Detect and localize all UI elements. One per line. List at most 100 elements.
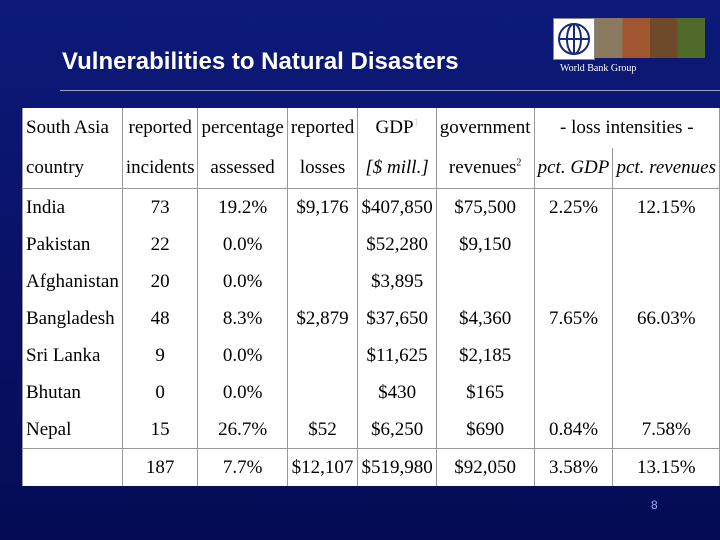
table-cell: 66.03% [612,300,720,337]
footnote-mark: 2 [516,157,522,169]
table-cell: $37,650 [357,300,437,337]
table-cell: $2,879 [286,300,359,337]
globe-icon [558,23,590,55]
header-cell: pct. GDP [533,148,614,189]
table-cell: 7.58% [612,411,720,449]
total-cell: 13.15% [612,448,720,486]
slide-title: Vulnerabilities to Natural Disasters [62,48,459,75]
table-cell: 0.84% [533,411,614,449]
header-text: revenues [448,157,517,178]
header-cell: losses [286,148,359,189]
table-cell: Bhutan [22,374,123,411]
total-cell: $12,107 [286,448,359,486]
data-row: Bangladesh 48 8.3% $2,879 $37,650 $4,360 7.65%… [22,300,720,337]
header-text: [$ mill.] [365,157,429,178]
table-cell [533,226,614,263]
table-cell: 8.3% [197,300,288,337]
table-cell: 9 [121,337,199,374]
table-cell: $75,500 [435,188,535,226]
total-cell: 187 [121,448,199,486]
table-cell: 73 [121,188,199,226]
table-cell: India [22,188,123,226]
table-cell [612,337,720,374]
page-number: 8 [651,498,658,512]
data-row: Sri Lanka 9 0.0% $11,625 $2,185 [22,337,720,374]
header-text: government [439,117,531,138]
table-cell: $52,280 [357,226,437,263]
table-cell [612,374,720,411]
table-cell: $3,895 [357,263,437,300]
table-cell [286,337,359,374]
total-cell: $92,050 [435,448,535,486]
table-cell [286,226,359,263]
header-cell: assessed [197,148,288,189]
table-cell [286,263,359,300]
data-row: Nepal 15 26.7% $52 $6,250 $690 0.84% 7.58% [22,411,720,449]
table-cell [612,263,720,300]
table-cell [612,226,720,263]
logo [553,18,595,60]
header-cell: government [435,108,535,148]
header-text: GDP [375,117,414,138]
table-cell: Sri Lanka [22,337,123,374]
header-text: pct. revenues [616,157,716,178]
table-cell: 48 [121,300,199,337]
table-cell: $6,250 [357,411,437,449]
table-cell [533,337,614,374]
header-text: reported [290,117,355,138]
header-cell: GDP1 [357,108,437,148]
total-cell: 7.7% [197,448,288,486]
table-cell: 0 [121,374,199,411]
table-cell: 7.65% [533,300,614,337]
table-cell [533,374,614,411]
table-cell: 12.15% [612,188,720,226]
footnote-mark: 1 [413,117,419,129]
logo-text: World Bank Group [560,63,637,74]
header-cell: percentage [197,108,288,148]
header-text: percentage [201,117,284,138]
table-cell: 20 [121,263,199,300]
table-cell: 0.0% [197,374,288,411]
header-row: country incidents assessed losses [$ mill.] r… [22,148,720,189]
data-row: India 73 19.2% $9,176 $407,850 $75,500 2.25% 12… [22,188,720,226]
data-row: Afghanistan 20 0.0% $3,895 [22,263,720,300]
table-cell: 0.0% [197,337,288,374]
header-cell: South Asia [22,108,123,148]
total-row: 187 7.7% $12,107 $519,980 $92,050 3.58% 13.15% [22,448,720,486]
header-cell: reported [286,108,359,148]
table-cell: 19.2% [197,188,288,226]
data-row: Pakistan 22 0.0% $52,280 $9,150 [22,226,720,263]
table-cell: Pakistan [22,226,123,263]
table-cell: $4,360 [435,300,535,337]
table-cell [286,374,359,411]
table-cell: $2,185 [435,337,535,374]
table-cell: Bangladesh [22,300,123,337]
header-text: - loss intensities - [560,117,694,138]
header-cell: reported [121,108,199,148]
table-cell: $690 [435,411,535,449]
header-cell: pct. revenues [612,148,720,189]
data-table: South Asia reported percentage reported GDP1… [22,108,720,486]
data-row: Bhutan 0 0.0% $430 $165 [22,374,720,411]
table-cell [435,263,535,300]
table-cell: 0.0% [197,263,288,300]
table-cell [533,263,614,300]
total-cell [22,448,123,486]
title-rule [60,90,720,91]
table-cell: $9,150 [435,226,535,263]
table-cell: 26.7% [197,411,288,449]
total-cell: 3.58% [533,448,614,486]
table-cell: Nepal [22,411,123,449]
table-cell: 22 [121,226,199,263]
table-cell: $430 [357,374,437,411]
header-text: pct. GDP [537,157,610,178]
header-text: incidents [125,157,195,178]
table-cell: $165 [435,374,535,411]
header-text: country [26,157,85,178]
table-cell: $11,625 [357,337,437,374]
table-cell: 2.25% [533,188,614,226]
header-cell: - loss intensities - [533,108,720,148]
header-text: assessed [210,157,275,178]
total-cell: $519,980 [357,448,437,486]
